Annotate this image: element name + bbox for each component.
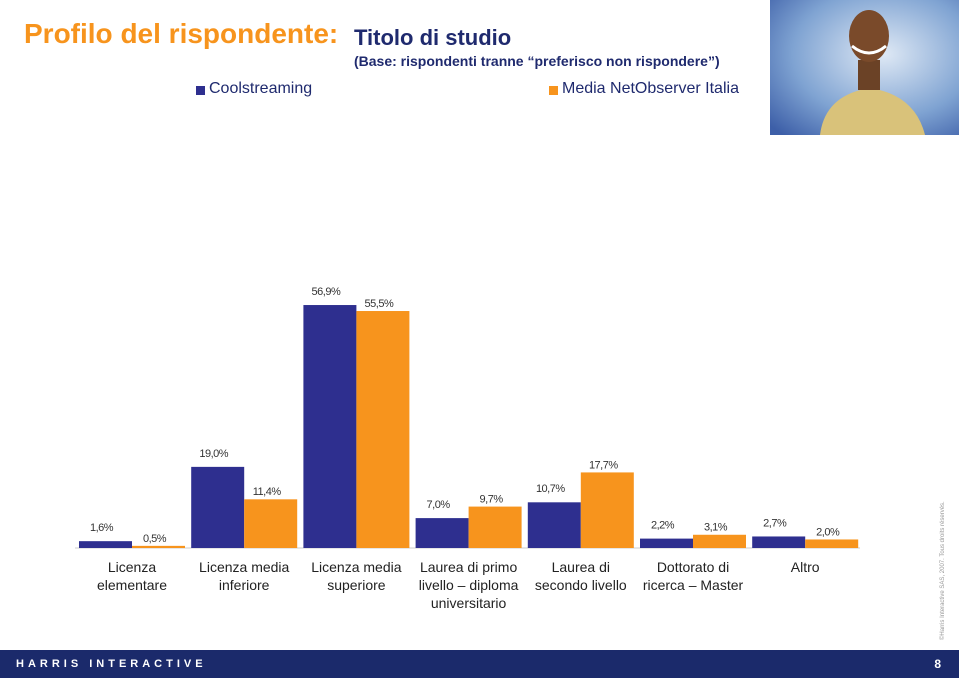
value-label: 2,0%	[816, 526, 840, 538]
value-label: 7,0%	[427, 499, 451, 511]
value-label: 2,2%	[651, 520, 675, 532]
page-number: 8	[934, 657, 941, 671]
bar	[693, 534, 746, 548]
legend-swatch	[196, 86, 205, 95]
legend-item: Media NetObserver Italia	[549, 80, 739, 98]
legend-label: Media NetObserver Italia	[562, 80, 739, 97]
value-label: 3,1%	[704, 522, 728, 534]
bar	[527, 502, 581, 548]
subtitle: Titolo di studio	[354, 25, 512, 50]
category-label: Licenza media superiore	[311, 559, 402, 593]
bar	[640, 538, 693, 548]
title: Profilo del rispondente:	[24, 18, 339, 49]
value-label: 10,7%	[536, 483, 565, 495]
bar	[303, 305, 357, 548]
category-label: Laurea di secondo livello	[534, 559, 627, 593]
bar	[805, 539, 859, 548]
bar	[244, 499, 298, 548]
bar	[132, 545, 185, 548]
value-label: 2,7%	[763, 517, 787, 529]
category-label: Altro	[790, 559, 820, 575]
note: (Base: rispondenti tranne “preferisco no…	[354, 53, 720, 69]
brand: HARRIS INTERACTIVE	[16, 658, 207, 670]
category-label: Licenza elementare	[96, 559, 168, 593]
value-label: 55,5%	[365, 298, 394, 310]
photo	[770, 0, 959, 135]
bar	[468, 506, 522, 548]
bar	[752, 536, 806, 548]
bar	[580, 472, 634, 548]
value-label: 56,9%	[312, 286, 341, 298]
bar	[191, 466, 245, 548]
value-label: 11,4%	[253, 486, 282, 498]
value-label: 0,5%	[143, 533, 167, 545]
category-label: Laurea di primo livello – diploma univer…	[418, 559, 519, 611]
footer: HARRIS INTERACTIVE 8	[0, 650, 959, 678]
legend-swatch	[549, 86, 558, 95]
bar	[415, 518, 469, 548]
value-label: 1,6%	[90, 522, 114, 534]
copyright: ©Harris Interactive SAS, 2007. Tous droi…	[940, 501, 946, 640]
value-label: 19,0%	[199, 448, 228, 460]
bar	[356, 311, 410, 548]
category-label: Licenza media inferiore	[199, 559, 290, 593]
bar	[79, 541, 132, 548]
value-label: 9,7%	[480, 493, 504, 505]
category-label: Dottorato di ricerca – Master	[642, 559, 744, 593]
legend-label: Coolstreaming	[209, 80, 313, 97]
legend-item: Coolstreaming	[196, 80, 312, 98]
value-label: 17,7%	[589, 459, 618, 471]
